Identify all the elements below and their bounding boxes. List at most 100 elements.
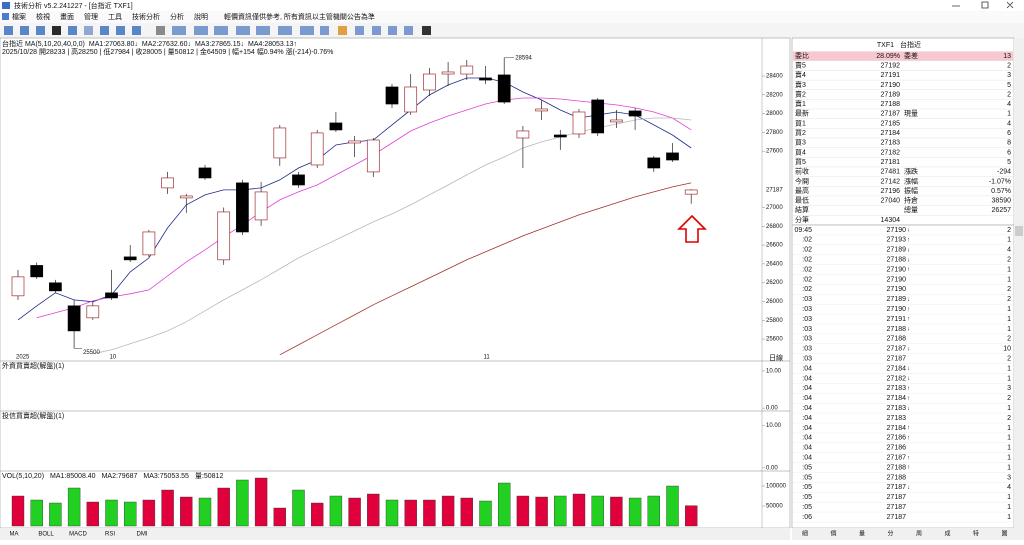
scrollbar[interactable] <box>1014 38 1024 528</box>
y-tick-label: 10.00 <box>766 423 782 429</box>
tick-direction: ↓ <box>907 257 910 263</box>
indicator-tab[interactable]: BOLL <box>38 532 54 538</box>
volume-bar <box>236 479 249 527</box>
tick-time: :02 <box>802 237 812 244</box>
candle-body <box>366 139 380 173</box>
candle-body <box>441 71 455 75</box>
tick-direction: ↓ <box>907 376 910 382</box>
tick-price: 27184 <box>887 395 907 402</box>
view-tab[interactable]: 細 <box>802 530 808 538</box>
window-buttons[interactable] <box>952 1 1014 9</box>
chart-frame <box>0 37 791 529</box>
tick-volume: 1 <box>1007 455 1011 462</box>
y-tick-label: 100000 <box>766 484 787 490</box>
menu-item[interactable]: 說明 <box>194 12 208 21</box>
quote-price: 27187 <box>881 111 901 118</box>
view-tab[interactable]: 分 <box>887 530 893 538</box>
menu-item[interactable]: 技術分析 <box>132 12 160 21</box>
tick-time: :02 <box>802 257 812 264</box>
quote-value: 38590 <box>992 198 1012 205</box>
legend-entry: MA1:27063.80↓ <box>89 41 138 48</box>
tick-direction: ↓ <box>907 247 910 253</box>
volume-title: VOL(5,10,20) <box>2 473 44 480</box>
quote-price: 27192 <box>881 62 901 69</box>
quote-label2: 漲跌 <box>904 167 918 176</box>
tick-price: 27183 <box>887 385 907 392</box>
tick-price: 27188 <box>887 326 907 333</box>
quote-price: 27040 <box>881 198 901 205</box>
volume-bar <box>217 487 230 527</box>
quote-price: 27184 <box>881 130 901 137</box>
volume-bar <box>460 497 473 527</box>
tick-volume: 4 <box>1007 484 1011 491</box>
volume-bar <box>479 500 492 527</box>
tick-volume: 1 <box>1007 464 1011 471</box>
tick-volume: 1 <box>1007 365 1011 372</box>
candle-body <box>217 211 231 261</box>
tick-volume: 1 <box>1007 405 1011 412</box>
tick-time: :05 <box>802 504 812 511</box>
tick-time: :04 <box>802 375 812 382</box>
candle-body <box>404 86 418 113</box>
app-icon <box>2 2 10 9</box>
volume-bar <box>311 502 324 527</box>
quote-label2: 委差 <box>904 51 918 60</box>
candle-body <box>348 140 361 144</box>
tick-price: 27190 <box>887 306 907 313</box>
menu-item[interactable]: 工具 <box>108 13 122 21</box>
volume-bar <box>498 482 511 527</box>
candle-body <box>610 119 623 123</box>
view-tab[interactable]: 量 <box>859 531 865 538</box>
candle-body <box>86 305 100 319</box>
view-tab[interactable]: 特 <box>973 530 979 538</box>
volume-bar <box>273 507 286 527</box>
tick-direction: ↑ <box>907 426 910 432</box>
volume-legend: MA2:79687 <box>102 473 138 480</box>
y-tick-label: 26200 <box>766 280 783 286</box>
y-tick-label: 27000 <box>766 205 783 211</box>
view-tab[interactable]: 周 <box>916 531 922 538</box>
indicator-tab[interactable]: RSI <box>105 532 115 538</box>
x-tick-label: 2025 <box>16 355 30 361</box>
quote-name: 台指近 <box>900 40 921 49</box>
indicator-tab[interactable]: MA <box>10 532 19 538</box>
quote-price: 27189 <box>881 91 901 98</box>
indicator-tab[interactable]: DMI <box>137 532 148 538</box>
candle-body <box>30 265 44 278</box>
tick-volume: 2 <box>1007 395 1011 402</box>
toolbar-icons[interactable] <box>4 26 431 35</box>
quote-panel <box>791 37 1015 529</box>
volume-bar <box>161 489 174 527</box>
view-tab[interactable]: 圖 <box>1001 531 1007 538</box>
candle-body <box>553 134 567 138</box>
quote-label2: 總量 <box>904 205 918 214</box>
quote-label: 最低 <box>795 196 809 205</box>
view-tab[interactable]: 成 <box>944 530 950 538</box>
quote-value: 0.57% <box>991 188 1011 195</box>
candle-body <box>254 191 268 221</box>
tick-volume: 1 <box>1007 504 1011 511</box>
red-arrow-annotation <box>677 214 707 243</box>
candle-body <box>273 127 287 159</box>
scroll-thumb[interactable] <box>1015 226 1023 236</box>
menu-item[interactable]: 檔案 <box>12 12 26 21</box>
quote-price: 27185 <box>881 120 901 127</box>
tick-time: :04 <box>802 455 812 462</box>
quote-label: 今開 <box>795 176 809 185</box>
tick-volume: 2 <box>1007 227 1011 234</box>
volume-legend: MA3:75053.55 <box>143 473 189 480</box>
indicator-tab[interactable]: MACD <box>69 532 87 538</box>
quote-value: 5 <box>1007 159 1011 166</box>
view-tab[interactable]: 價 <box>830 530 836 538</box>
menu-item[interactable]: 畫面 <box>60 12 74 21</box>
quote-label: 委比 <box>795 51 809 60</box>
quote-value: 4 <box>1007 120 1011 127</box>
candle-body <box>49 282 62 292</box>
menu-item[interactable]: 管理 <box>84 12 98 21</box>
menu-item[interactable]: 檢視 <box>36 12 50 21</box>
quote-value: 4 <box>1007 101 1011 108</box>
tick-volume: 4 <box>1007 247 1011 254</box>
menu-item[interactable]: 分析 <box>170 12 184 21</box>
